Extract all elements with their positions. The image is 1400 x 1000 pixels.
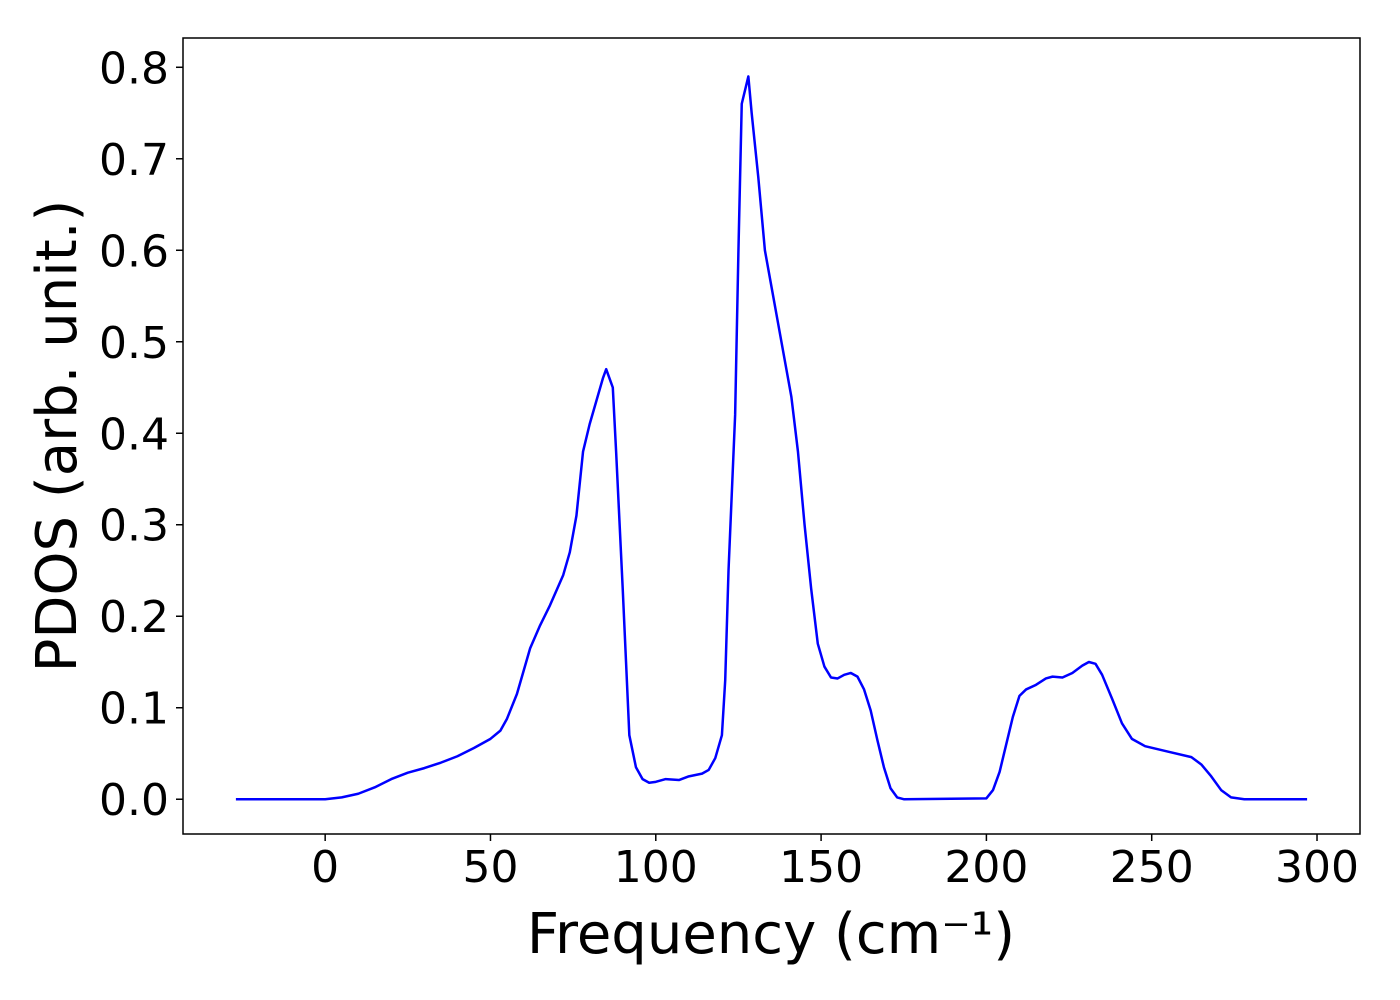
y-tick-label: 0.7: [99, 135, 169, 186]
y-tick-label: 0.2: [99, 592, 169, 643]
x-tick-label: 50: [462, 842, 518, 893]
x-tick-label: 300: [1275, 842, 1359, 893]
x-tick-label: 150: [779, 842, 863, 893]
y-tick-label: 0.3: [99, 501, 169, 552]
x-tick-label: 250: [1110, 842, 1194, 893]
x-tick-label: 0: [311, 842, 339, 893]
y-tick-label: 0.5: [99, 318, 169, 369]
x-axis-label: Frequency (cm⁻¹): [527, 902, 1015, 967]
data-line: [235, 75, 1308, 801]
y-tick-label: 0.6: [99, 226, 169, 277]
x-tick-label: 200: [944, 842, 1028, 893]
y-tick-label: 0.1: [99, 684, 169, 735]
y-axis-label: PDOS (arb. unit.): [25, 200, 90, 673]
x-tick-label: 100: [614, 842, 698, 893]
y-tick-label: 0.8: [99, 43, 169, 94]
y-tick-label: 0.0: [99, 775, 169, 826]
plot-frame: [182, 37, 1361, 835]
y-tick-label: 0.4: [99, 409, 169, 460]
